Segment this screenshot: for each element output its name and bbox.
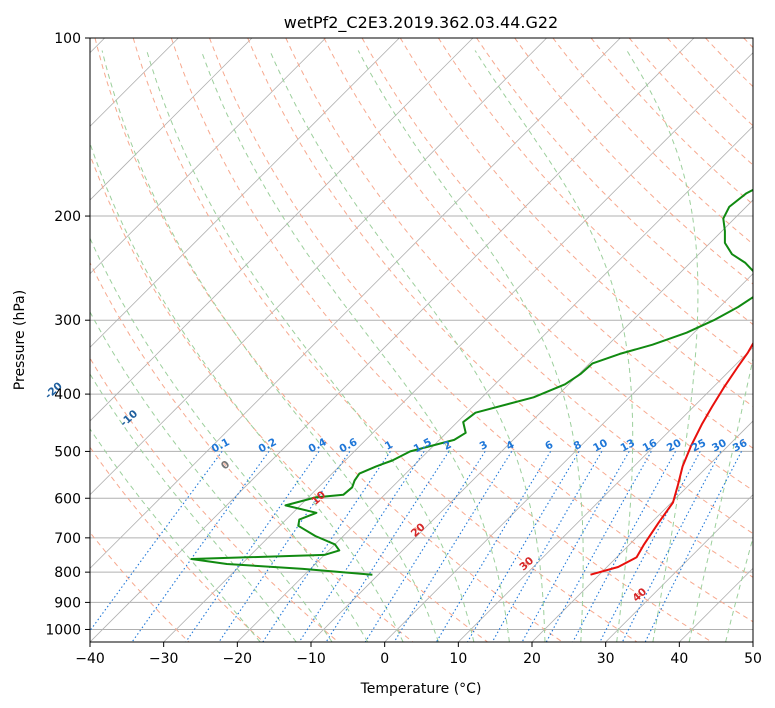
x-tick-label: 0 bbox=[380, 651, 389, 667]
isotherm-line bbox=[310, 199, 753, 642]
moist-adiabat-line bbox=[101, 50, 439, 642]
dry-adiabat-line bbox=[209, 38, 753, 623]
isotherm-line bbox=[90, 38, 400, 348]
moist-adiabat-line bbox=[146, 50, 475, 642]
isotherm-line bbox=[90, 38, 474, 422]
x-tick-label: −30 bbox=[149, 651, 179, 667]
moist-adiabat-line bbox=[200, 50, 510, 642]
dry-adiabat-line bbox=[476, 38, 753, 326]
mixing-ratio-line bbox=[364, 451, 486, 642]
isotherm-line bbox=[384, 273, 753, 642]
y-tick-label: 800 bbox=[54, 565, 81, 581]
x-tick-label: 40 bbox=[670, 651, 688, 667]
dry-adiabat-line bbox=[170, 38, 712, 642]
isotherm-line bbox=[237, 125, 753, 642]
mixing-ratio-line bbox=[185, 451, 320, 642]
moist-adiabat-line bbox=[90, 141, 404, 642]
plot-frame bbox=[89, 37, 754, 643]
dry-adiabat-line bbox=[514, 38, 753, 285]
y-tick-label: 300 bbox=[54, 313, 81, 329]
isotherm-line bbox=[163, 52, 753, 642]
x-tick-label: 10 bbox=[449, 651, 467, 667]
x-tick-label: −40 bbox=[75, 651, 105, 667]
dry-adiabat-line bbox=[90, 261, 414, 642]
x-tick-label: 30 bbox=[597, 651, 615, 667]
y-tick-label: 200 bbox=[54, 209, 81, 225]
isotherm-line bbox=[90, 38, 326, 275]
mixing-ratio-line bbox=[325, 451, 450, 642]
x-tick-label: −20 bbox=[223, 651, 253, 667]
moist-adiabat-line bbox=[269, 50, 546, 642]
mixing-ratio-line bbox=[467, 451, 580, 642]
dry-adiabat-line bbox=[90, 446, 264, 642]
y-tick-label: 900 bbox=[54, 595, 81, 611]
mixing-ratio-line bbox=[572, 451, 676, 642]
series-layer bbox=[190, 188, 753, 576]
mixing-ratio-line bbox=[90, 451, 223, 632]
chart-title: wetPf2_C2E3.2019.362.03.44.G22 bbox=[284, 13, 558, 33]
x-tick-label: 20 bbox=[523, 651, 541, 667]
y-axis-label: Pressure (hPa) bbox=[12, 290, 28, 390]
y-tick-label: 1000 bbox=[45, 622, 81, 638]
mixing-ratio-line bbox=[218, 451, 351, 642]
moist-adiabat-line bbox=[688, 356, 753, 642]
isotherm-line bbox=[90, 38, 695, 642]
dewpoint-profile-line bbox=[190, 188, 753, 576]
axis-ticks: −40 −30 −20 −10 0 10 20 30 40 50 1000 900 800 700 600 5… bbox=[45, 31, 762, 667]
y-tick-label: 400 bbox=[54, 387, 81, 403]
moist-adiabat-line bbox=[357, 50, 584, 642]
x-tick-label: 50 bbox=[744, 651, 762, 667]
dry-adiabat-line bbox=[628, 38, 753, 166]
mixing-ratio-line bbox=[599, 451, 701, 642]
dry-adiabat-line bbox=[361, 38, 753, 449]
background-lines bbox=[90, 38, 753, 642]
isotherm-line bbox=[458, 346, 753, 642]
moist-adiabat-line bbox=[90, 373, 297, 642]
mixing-ratio-line bbox=[491, 451, 603, 642]
moist-adiabat-line bbox=[725, 535, 753, 642]
dry-adiabat-line bbox=[437, 38, 753, 366]
temperature-profile-line bbox=[590, 341, 753, 576]
dry-adiabat-line bbox=[132, 38, 638, 642]
mixing-ratio-line bbox=[435, 451, 552, 642]
isotherm-line bbox=[605, 494, 753, 642]
dry-adiabat-line bbox=[399, 38, 753, 407]
dry-adiabat-line bbox=[590, 38, 753, 206]
isotherm-line bbox=[90, 38, 621, 569]
y-tick-label: 100 bbox=[54, 31, 81, 47]
y-tick-label: 600 bbox=[54, 491, 81, 507]
mixing-ratio-line bbox=[621, 451, 722, 642]
mixing-ratio-line bbox=[521, 451, 630, 642]
x-tick-label: −10 bbox=[296, 651, 326, 667]
mixing-ratio-line bbox=[393, 451, 513, 642]
isotherm-line bbox=[90, 38, 547, 496]
dry-adiabat-line bbox=[247, 38, 753, 578]
moist-adiabat-line bbox=[474, 50, 634, 642]
mixing-ratio-line bbox=[545, 451, 652, 642]
y-tick-label: 500 bbox=[54, 444, 81, 460]
x-axis-label: Temperature (°C) bbox=[360, 681, 482, 697]
y-tick-label: 700 bbox=[54, 531, 81, 547]
isotherm-line bbox=[90, 38, 253, 201]
isotherm-line bbox=[531, 420, 753, 642]
